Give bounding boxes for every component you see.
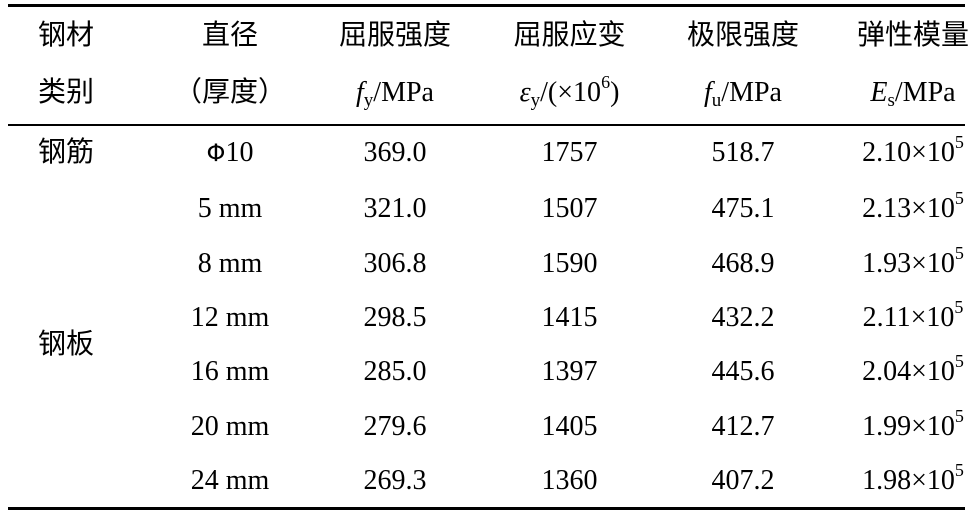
size-cell: 5 mm — [197, 193, 263, 225]
category-plate: 钢板 — [38, 329, 95, 361]
header-elastic-modulus: 弹性模量 — [856, 19, 969, 51]
ey-exponent: 6 — [601, 71, 611, 92]
size-value: 10 — [225, 137, 254, 168]
fy-cell: 269.3 — [363, 465, 427, 497]
header-ey-unit: εy/(×106) — [484, 64, 655, 121]
fy-cell: 285.0 — [363, 356, 427, 388]
ey-cell: 1590 — [541, 247, 598, 279]
es-mantissa: 1.99×10 — [862, 410, 955, 442]
es-exponent: 5 — [954, 405, 964, 426]
es-cell: 2.11×105 — [831, 291, 973, 345]
ey-cell: 1405 — [541, 410, 598, 442]
table-row: 16 mm 285.0 1397 445.6 2.04×105 — [8, 345, 973, 399]
header-ultimate-strength: 极限强度 — [686, 19, 799, 51]
fy-unit: /MPa — [373, 76, 434, 108]
es-mantissa: 2.13×10 — [862, 193, 955, 225]
es-exponent: 5 — [954, 132, 964, 152]
es-subscript: s — [887, 89, 895, 111]
es-mantissa: 1.93×10 — [862, 247, 955, 279]
ey-cell: 1507 — [541, 193, 598, 225]
fy-cell: 306.8 — [363, 247, 427, 279]
size-cell: 12 mm — [190, 301, 270, 333]
table-row: 钢板 5 mm 321.0 1507 475.1 2.13×105 — [8, 182, 973, 358]
es-exponent: 5 — [954, 351, 964, 372]
fu-cell: 432.2 — [711, 301, 775, 333]
es-mantissa: 1.98×10 — [862, 465, 955, 497]
es-unit: /MPa — [894, 76, 956, 108]
phi-symbol: Φ — [206, 139, 226, 167]
fu-cell: 445.6 — [711, 356, 775, 388]
es-cell: 2.10×105 — [831, 124, 973, 182]
fy-cell: 298.5 — [363, 301, 427, 333]
header-row-units: 类别 （厚度） fy/MPa εy/(×106) fu/MPa Es/MPa — [8, 64, 973, 121]
fu-cell: 468.9 — [711, 247, 775, 279]
table-row: 钢筋 Φ10 369.0 1757 518.7 2.10×105 — [8, 124, 973, 182]
fu-cell: 475.1 — [711, 193, 775, 225]
fu-symbol: f — [704, 76, 712, 108]
es-cell: 1.93×105 — [831, 236, 973, 290]
header-es-unit: Es/MPa — [831, 64, 973, 121]
header-yield-strain: 屈服应变 — [513, 19, 626, 51]
ey-symbol: ε — [519, 76, 531, 108]
ey-cell: 1397 — [541, 356, 598, 388]
table-row: 12 mm 298.5 1415 432.2 2.11×105 — [8, 291, 973, 345]
fu-cell: 407.2 — [711, 465, 775, 497]
size-cell: 24 mm — [190, 465, 270, 497]
fy-cell: 321.0 — [363, 193, 427, 225]
es-exponent: 5 — [954, 296, 964, 317]
header-yield-strength: 屈服强度 — [338, 19, 451, 51]
header-fu-unit: fu/MPa — [655, 64, 831, 121]
size-cell: Φ10 — [154, 124, 306, 182]
es-exponent: 5 — [954, 460, 964, 481]
size-cell: 8 mm — [197, 247, 263, 279]
table-top-rule — [8, 4, 965, 7]
ey-cell: 1360 — [541, 465, 598, 497]
es-mantissa: 2.10×10 — [862, 137, 955, 168]
es-cell: 2.13×105 — [831, 182, 973, 236]
table-row: 24 mm 269.3 1360 407.2 1.98×105 — [8, 454, 973, 508]
fu-cell: 412.7 — [711, 410, 775, 442]
size-cell: 16 mm — [190, 356, 270, 388]
fy-cell: 369.0 — [363, 137, 427, 168]
fy-cell: 279.6 — [363, 410, 427, 442]
fy-subscript: y — [363, 89, 374, 111]
category-rebar: 钢筋 — [38, 137, 95, 168]
table-row: 8 mm 306.8 1590 468.9 1.93×105 — [8, 236, 973, 290]
es-mantissa: 2.04×10 — [862, 356, 955, 388]
es-mantissa: 2.11×10 — [862, 301, 955, 333]
fu-subscript: u — [711, 89, 722, 111]
header-fy-unit: fy/MPa — [306, 64, 484, 121]
ey-cell: 1415 — [541, 301, 598, 333]
header-steel-type: 钢材 — [38, 19, 95, 51]
header-diameter: 直径 — [201, 19, 258, 51]
ey-cell: 1757 — [541, 137, 598, 168]
es-cell: 1.98×105 — [831, 454, 973, 508]
header-thickness: （厚度） — [173, 76, 286, 108]
table-header-rule — [8, 124, 965, 126]
steel-properties-table: 钢材 直径 屈服强度 屈服应变 极限强度 弹性模量 类别 （厚度） fy/MPa… — [8, 7, 973, 508]
es-exponent: 5 — [954, 242, 964, 263]
es-cell: 1.99×105 — [831, 400, 973, 454]
size-cell: 20 mm — [190, 410, 270, 442]
ey-subscript: y — [530, 89, 541, 111]
header-row-names: 钢材 直径 屈服强度 屈服应变 极限强度 弹性模量 — [8, 7, 973, 64]
es-cell: 2.04×105 — [831, 345, 973, 399]
ey-unit-pre: /(×10 — [540, 76, 602, 108]
es-exponent: 5 — [954, 188, 964, 209]
fu-unit: /MPa — [721, 76, 782, 108]
ey-unit-post: ) — [610, 76, 620, 108]
header-category: 类别 — [38, 76, 95, 108]
table-row: 20 mm 279.6 1405 412.7 1.99×105 — [8, 400, 973, 454]
es-symbol: E — [870, 76, 888, 108]
fu-cell: 518.7 — [711, 137, 775, 168]
fy-symbol: f — [356, 76, 364, 108]
table-bottom-rule — [8, 507, 965, 510]
